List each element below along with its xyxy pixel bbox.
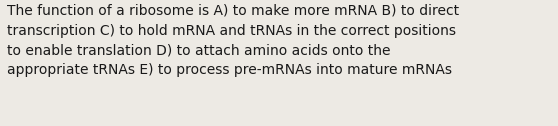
Text: The function of a ribosome is A) to make more mRNA B) to direct
transcription C): The function of a ribosome is A) to make… (7, 4, 459, 77)
